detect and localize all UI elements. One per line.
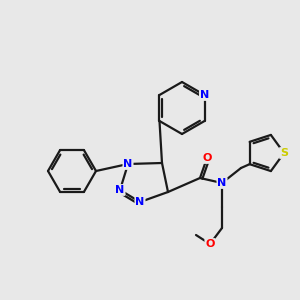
Text: N: N: [135, 197, 145, 207]
Text: N: N: [116, 185, 124, 195]
Text: N: N: [123, 159, 133, 169]
Text: O: O: [202, 153, 212, 163]
Text: N: N: [218, 178, 226, 188]
Text: S: S: [280, 148, 288, 158]
Text: N: N: [200, 90, 209, 100]
Text: O: O: [205, 239, 215, 249]
